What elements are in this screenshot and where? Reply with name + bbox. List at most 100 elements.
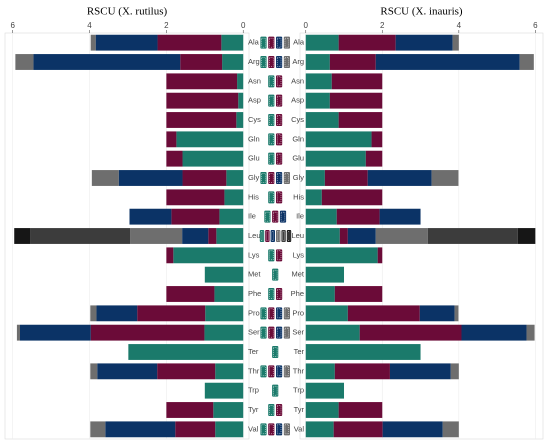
category-label: Ala — [293, 38, 305, 47]
codon-box — [276, 288, 283, 300]
bar-segment — [19, 324, 91, 341]
bar-segment — [379, 208, 421, 225]
x-tick-label: 0 — [304, 21, 309, 30]
bar-segment — [90, 34, 96, 51]
category-label: Ter — [294, 347, 305, 356]
codon-box-inner — [276, 231, 280, 241]
codon-box — [283, 326, 290, 339]
bar-segment — [157, 363, 216, 380]
bar-segment — [377, 247, 383, 264]
category-label: Gln — [292, 134, 304, 143]
codon-box — [268, 249, 275, 262]
codon-box-inner — [284, 366, 290, 377]
codon-box-inner — [276, 289, 282, 299]
bar-segment — [334, 286, 383, 302]
bar-segment — [305, 286, 335, 302]
x-tick-label: 6 — [533, 21, 538, 30]
codon-box — [268, 172, 275, 184]
codon-box-inner — [276, 250, 282, 261]
bar-segment — [238, 92, 244, 109]
bar-segment — [214, 286, 244, 302]
bar-segment — [219, 208, 244, 225]
codon-box — [268, 326, 275, 339]
codon-box — [283, 423, 290, 436]
x-tick-label: 0 — [241, 21, 246, 30]
category-label: Gly — [293, 173, 305, 182]
bar-segment — [176, 131, 244, 148]
bar-segment — [182, 228, 209, 244]
bar-segment — [208, 228, 217, 244]
x-tick-label: 4 — [457, 21, 462, 30]
bar-segment — [347, 228, 376, 244]
codon-box-inner — [261, 424, 266, 435]
bar-segment — [365, 150, 383, 167]
codon-box — [265, 230, 270, 242]
bar-segment — [382, 421, 443, 438]
bar-segment — [321, 189, 383, 206]
codon-box — [283, 307, 290, 320]
codon-box — [276, 249, 283, 262]
bar-segment — [461, 324, 527, 341]
bar-segment — [30, 228, 131, 244]
codon-box-inner — [284, 57, 290, 67]
codon-box-inner — [269, 37, 274, 48]
bar-segment — [166, 92, 239, 109]
bar-segment — [16, 324, 20, 341]
codon-box-inner — [276, 57, 282, 67]
codon-box — [260, 307, 267, 320]
bar-segment — [375, 228, 428, 244]
codon-box — [268, 404, 275, 416]
codon-box — [268, 75, 275, 88]
codon-box — [279, 210, 287, 223]
codon-box-inner — [276, 366, 282, 377]
bar-segment — [166, 247, 174, 264]
category-label: Ser — [248, 328, 260, 337]
category-label: Leu — [248, 231, 261, 240]
bar-segment — [442, 421, 459, 438]
codon-box — [283, 172, 290, 184]
bar-segment — [305, 112, 339, 128]
category-label: Ile — [248, 212, 256, 221]
codon-box-inner — [261, 366, 266, 377]
codon-box-inner — [269, 250, 274, 261]
bar-segment — [171, 208, 220, 225]
codon-box — [268, 152, 275, 165]
bar-segment — [305, 54, 330, 70]
bar-segment — [90, 305, 97, 322]
codon-box-inner — [273, 347, 278, 357]
codon-box-inner — [276, 37, 282, 48]
codon-box-inner — [269, 192, 274, 203]
bar-segment — [526, 324, 535, 341]
bar-segment — [236, 112, 244, 128]
category-label: Val — [248, 424, 259, 433]
codon-box — [260, 365, 267, 378]
codon-box-inner — [266, 231, 269, 241]
codon-box-inner — [284, 308, 290, 319]
chart-title: RSCU (X. inauris) — [380, 6, 463, 18]
codon-box-inner — [269, 134, 274, 145]
category-label: His — [293, 192, 304, 201]
bar-segment — [204, 266, 244, 283]
category-label: His — [248, 192, 259, 201]
bar-segment — [305, 382, 345, 399]
bar-segment — [305, 34, 339, 51]
bar-segment — [338, 402, 383, 418]
chart-title: RSCU (X. rutilus) — [87, 6, 168, 18]
category-label: Arg — [248, 57, 260, 66]
bar-segment — [216, 228, 244, 244]
bar-segment — [305, 363, 335, 380]
bar-segment — [118, 170, 183, 186]
bar-segment — [90, 421, 106, 438]
bar-segment — [222, 54, 244, 70]
codon-box — [260, 172, 267, 184]
bar-segment — [305, 150, 366, 167]
category-label: Asp — [248, 96, 261, 105]
bar-segment — [389, 363, 451, 380]
codon-box-inner — [269, 115, 274, 125]
codon-box — [264, 210, 271, 223]
bar-segment — [305, 92, 330, 109]
bar-segment — [427, 228, 518, 244]
bar-segment — [204, 324, 244, 341]
codon-box-inner — [261, 57, 266, 67]
